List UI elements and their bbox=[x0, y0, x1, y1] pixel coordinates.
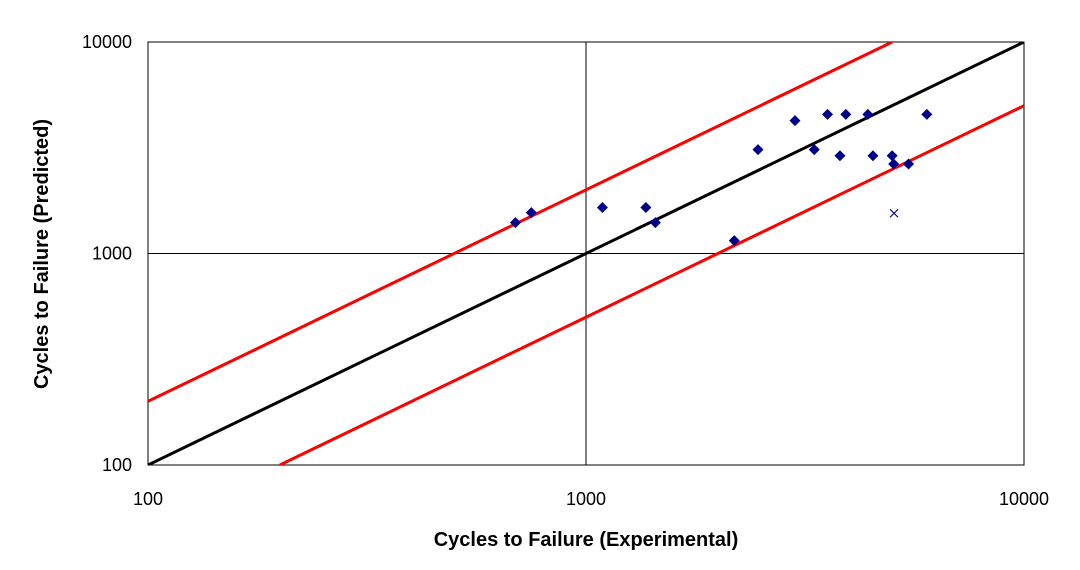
diamond-data-point bbox=[867, 150, 879, 162]
diamond-data-point bbox=[640, 202, 652, 214]
diamond-data-point bbox=[886, 150, 898, 162]
diamond-data-point bbox=[649, 217, 661, 229]
diamond-data-point bbox=[903, 158, 915, 170]
x-data-point bbox=[889, 208, 899, 218]
tick-labels: 100 1000 10000 100 1000 10000 bbox=[82, 32, 1049, 509]
x-tick-label: 100 bbox=[133, 489, 163, 509]
y-tick-label: 10000 bbox=[82, 32, 132, 52]
y-tick-label: 100 bbox=[102, 455, 132, 475]
diamond-data-point bbox=[728, 235, 740, 247]
diamond-data-point bbox=[822, 108, 834, 120]
diamond-data-point bbox=[921, 108, 933, 120]
diamond-data-point bbox=[509, 217, 521, 229]
upper-factor-2-band-line bbox=[148, 42, 893, 403]
diamond-data-point bbox=[808, 144, 820, 156]
diamond-data-point bbox=[840, 108, 852, 120]
diamond-data-point bbox=[862, 108, 874, 120]
diamond-data-point bbox=[888, 158, 900, 170]
diamond-data-point bbox=[596, 202, 608, 214]
y-axis-title: Cycles to Failure (Predicted) bbox=[31, 119, 53, 389]
diamond-data-point bbox=[525, 207, 537, 219]
reference-lines bbox=[148, 42, 1024, 465]
y-tick-label: 1000 bbox=[92, 244, 132, 264]
1-1-line-line bbox=[148, 42, 1024, 465]
x-tick-label: 1000 bbox=[566, 489, 606, 509]
x-axis-title: Cycles to Failure (Experimental) bbox=[434, 529, 739, 551]
diamond-data-point bbox=[834, 150, 846, 162]
diamond-data-point bbox=[789, 115, 801, 127]
lower-factor-2-band-line bbox=[279, 104, 1024, 465]
data-points bbox=[509, 108, 933, 247]
x-tick-label: 10000 bbox=[999, 489, 1049, 509]
diamond-data-point bbox=[752, 144, 764, 156]
